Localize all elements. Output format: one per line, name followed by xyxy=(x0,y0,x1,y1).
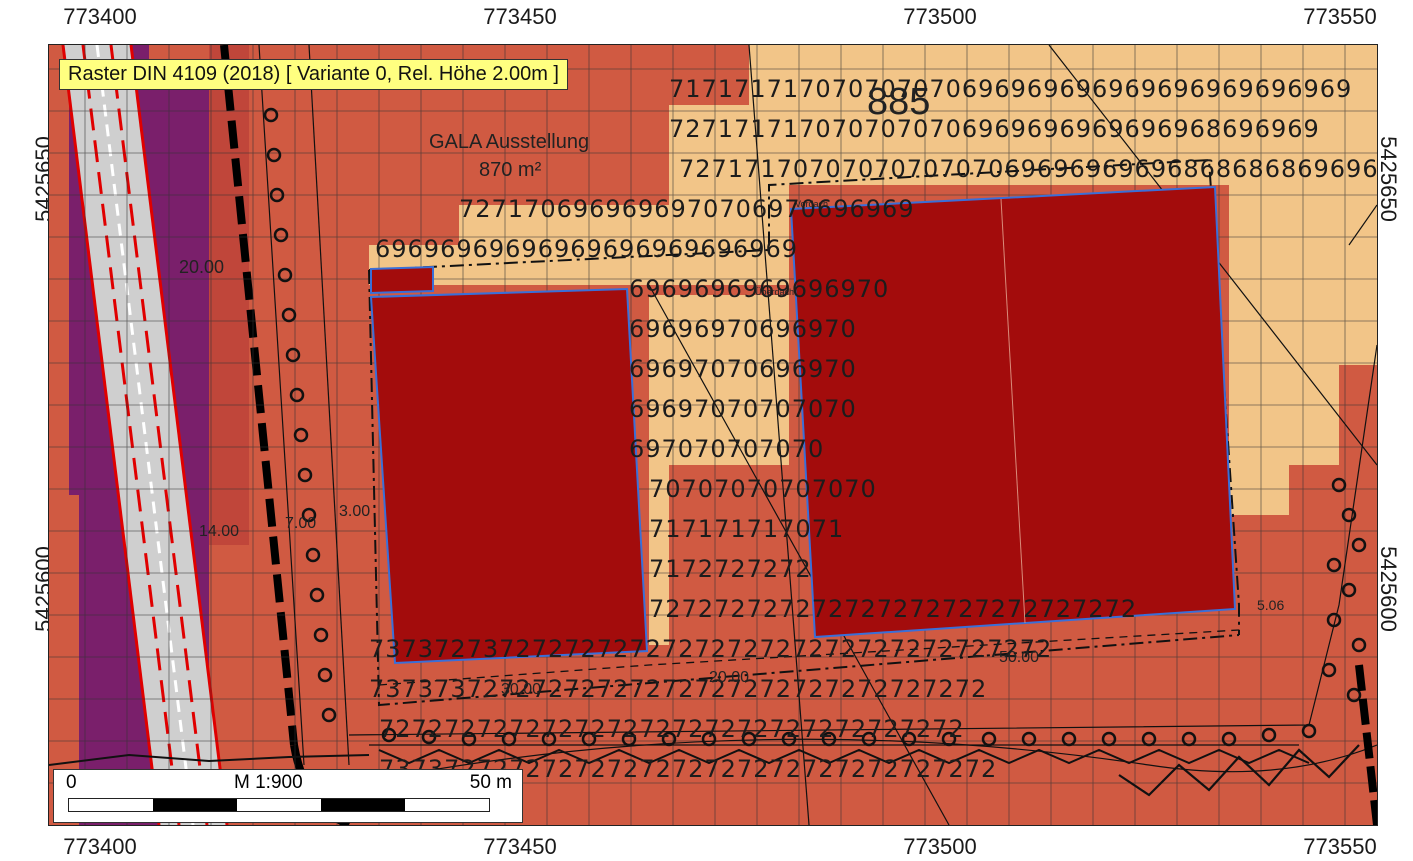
scale-bar-box: 0 M 1:900 50 m xyxy=(53,769,523,823)
dim-506-label: 5.06 xyxy=(1257,597,1285,613)
grid-row: 7271717070707070707069696969696868686869… xyxy=(679,155,1378,183)
coord-right-1: 5425650 xyxy=(1376,136,1401,222)
grid-row: 69696970696970 xyxy=(629,315,857,343)
area-name-label: GALA Ausstellung xyxy=(429,131,590,153)
dim-20b-label: 20.00 xyxy=(709,669,750,686)
grid-row: 69697070696970 xyxy=(629,355,857,383)
dim-14-label: 14.00 xyxy=(199,523,240,540)
dim-30-label: 30.00 xyxy=(501,681,542,698)
building-small xyxy=(370,265,434,295)
grid-row: 697070707070 xyxy=(629,435,825,463)
scale-ratio: M 1:900 xyxy=(234,772,303,793)
scale-end: 50 m xyxy=(469,772,512,793)
noise-map[interactable]: 7171717170707070706969696969696969696969… xyxy=(48,44,1378,826)
grid-row: 7171717170707070706969696969696969696969… xyxy=(669,75,1353,103)
zone-68-69 xyxy=(369,45,1377,645)
grid-row: 6969696969696970 xyxy=(629,275,890,303)
coord-right-2: 5425600 xyxy=(1376,546,1401,632)
grid-row: 7271706969696970706970696969 xyxy=(459,195,915,223)
building-west xyxy=(369,287,649,665)
grid-row: 7172727272 xyxy=(649,555,812,583)
vordach-label: Vordach xyxy=(795,199,829,209)
coord-top-1: 773400 xyxy=(63,4,137,29)
grid-row: 69696969696969696969696969 xyxy=(375,235,799,263)
plot-number: 885 xyxy=(867,81,931,123)
coord-top-3: 773500 xyxy=(903,4,977,29)
coord-top-4: 773550 xyxy=(1303,4,1377,29)
road xyxy=(63,45,227,825)
coord-bottom-3: 773500 xyxy=(903,834,977,859)
coord-bottom-1: 773400 xyxy=(63,834,137,859)
left-bottom-strip xyxy=(49,495,79,825)
grid-row: 7271717170707070706969696969696968696969 xyxy=(669,115,1320,143)
scale-zero: 0 xyxy=(66,772,77,793)
grid-row: 7373727372727272727272727272727272727272… xyxy=(369,635,1053,663)
map-title: Raster DIN 4109 (2018) [ Variante 0, Rel… xyxy=(59,59,568,90)
dim-7-label: 7.00 xyxy=(285,515,317,532)
grid-row: 727272727272727272727272727272727272 xyxy=(379,715,965,743)
dim-50-label: 50.00 xyxy=(999,649,1040,666)
area-size-label: 870 m² xyxy=(479,159,542,181)
ueberdach-label: Überdach xyxy=(755,287,795,297)
grid-row: 73737372727272727272727272727272727272 xyxy=(369,675,988,703)
coord-top-2: 773450 xyxy=(483,4,557,29)
scale-segment-1 xyxy=(153,799,237,811)
grid-row: 70707070707070 xyxy=(649,475,877,503)
grid-row: 717171717071 xyxy=(649,515,845,543)
coord-bottom-2: 773450 xyxy=(483,834,557,859)
grid-row: 69697070707070 xyxy=(629,395,857,423)
coord-bottom-4: 773550 xyxy=(1303,834,1377,859)
scale-bar xyxy=(68,798,490,812)
grid-row: 727272727272727272727272727272 xyxy=(649,595,1138,623)
dim-3-label: 3.00 xyxy=(339,503,371,520)
scale-segment-2 xyxy=(321,799,405,811)
red-strip xyxy=(209,45,249,545)
map-canvas xyxy=(49,45,1377,825)
dim-20-label: 20.00 xyxy=(179,257,225,277)
